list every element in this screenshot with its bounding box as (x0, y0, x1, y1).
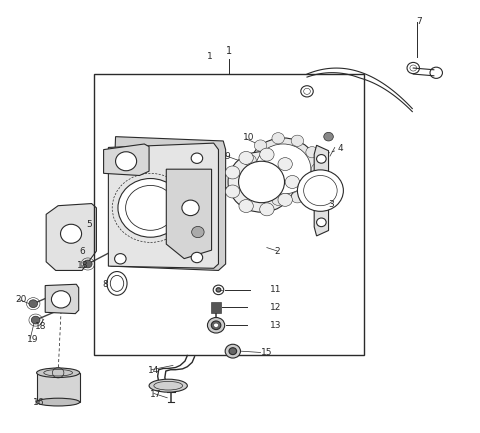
Bar (36, 373, 80, 402)
Circle shape (182, 200, 199, 216)
Circle shape (298, 170, 343, 211)
Polygon shape (45, 284, 79, 313)
Text: 12: 12 (270, 303, 281, 312)
Circle shape (211, 321, 221, 330)
Polygon shape (46, 204, 96, 271)
Text: 14: 14 (148, 366, 159, 375)
Circle shape (255, 144, 311, 194)
Circle shape (239, 200, 253, 213)
Circle shape (229, 348, 237, 355)
Circle shape (291, 192, 304, 203)
Circle shape (118, 178, 183, 237)
Circle shape (192, 226, 204, 238)
Text: 20: 20 (15, 295, 26, 304)
Text: 15: 15 (261, 348, 272, 357)
Text: 3: 3 (328, 200, 334, 209)
Text: 1: 1 (226, 46, 232, 56)
Text: 18: 18 (35, 322, 47, 331)
Circle shape (278, 194, 292, 206)
Text: 7: 7 (416, 17, 422, 26)
Polygon shape (166, 169, 212, 259)
Circle shape (228, 152, 295, 212)
Circle shape (191, 153, 203, 163)
Bar (211, 301, 221, 313)
Circle shape (306, 180, 318, 191)
Circle shape (216, 288, 221, 292)
Circle shape (317, 218, 326, 226)
Circle shape (51, 291, 71, 308)
Polygon shape (314, 145, 328, 236)
Text: 10: 10 (243, 133, 255, 142)
Ellipse shape (36, 398, 80, 406)
Text: 16: 16 (33, 398, 45, 407)
Polygon shape (108, 143, 218, 268)
Ellipse shape (107, 271, 127, 295)
Circle shape (60, 224, 82, 243)
Ellipse shape (36, 368, 80, 378)
Polygon shape (104, 144, 149, 175)
Circle shape (115, 153, 126, 163)
Circle shape (278, 158, 292, 171)
Circle shape (84, 260, 92, 268)
Circle shape (239, 152, 253, 165)
Circle shape (29, 300, 37, 307)
Circle shape (254, 187, 267, 198)
Circle shape (324, 132, 333, 141)
Circle shape (272, 194, 284, 205)
Circle shape (260, 148, 274, 161)
Circle shape (214, 323, 218, 327)
Text: 17: 17 (150, 390, 162, 399)
Polygon shape (111, 137, 226, 271)
Circle shape (249, 138, 318, 200)
Circle shape (226, 166, 240, 179)
Circle shape (312, 163, 324, 174)
Text: 4: 4 (337, 144, 343, 153)
Circle shape (306, 147, 318, 158)
Text: 5: 5 (86, 220, 92, 229)
Text: 11: 11 (270, 285, 281, 294)
Text: 18: 18 (77, 261, 88, 270)
Circle shape (291, 135, 304, 146)
Text: 6: 6 (80, 246, 85, 255)
Circle shape (226, 185, 240, 198)
Circle shape (244, 155, 256, 166)
Text: 13: 13 (270, 321, 281, 330)
Circle shape (244, 172, 256, 184)
Circle shape (254, 140, 267, 151)
Text: 8: 8 (102, 280, 108, 289)
Ellipse shape (149, 379, 187, 392)
Text: 19: 19 (27, 335, 38, 344)
Circle shape (115, 254, 126, 264)
Circle shape (239, 161, 285, 203)
Text: 1: 1 (206, 52, 212, 61)
Circle shape (191, 252, 203, 263)
Circle shape (260, 203, 274, 216)
Circle shape (31, 316, 40, 324)
Circle shape (116, 152, 137, 171)
Bar (94, 74, 364, 355)
Text: 2: 2 (275, 247, 280, 256)
Text: 9: 9 (225, 152, 230, 161)
Circle shape (285, 175, 300, 188)
Circle shape (225, 344, 240, 358)
Circle shape (317, 155, 326, 163)
Circle shape (272, 132, 284, 144)
Circle shape (207, 317, 225, 333)
